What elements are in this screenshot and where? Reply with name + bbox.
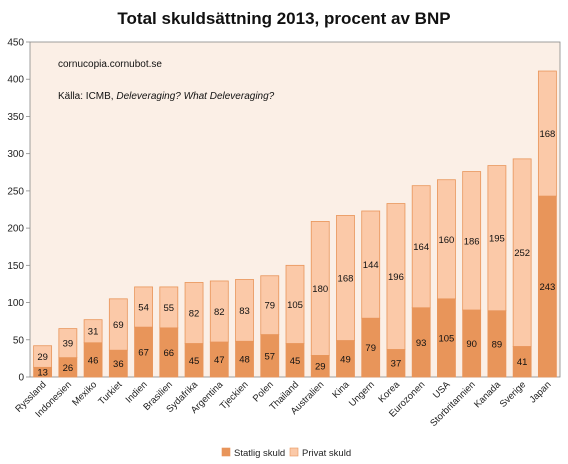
data-label-statlig-skuld: 48 — [239, 355, 250, 366]
x-category-label: Storbritannien — [428, 379, 478, 429]
annotation-source: Källa: ICMB, Deleveraging? What Delevera… — [58, 91, 275, 102]
data-label-statlig-skuld: 66 — [164, 348, 175, 359]
bar-privat-skuld — [209, 280, 229, 343]
data-label-statlig-skuld: 67 — [138, 348, 149, 359]
data-label-privat-skuld: 31 — [88, 327, 99, 338]
bar-privat-skuld — [336, 215, 355, 341]
data-label-privat-skuld: 168 — [338, 273, 354, 284]
data-label-statlig-skuld: 45 — [189, 356, 200, 367]
bars-group: 13 29 26 39 46 31 36 69 67 54 66 55 45 82 47 82 48 83 57 79… — [33, 70, 557, 379]
data-label-privat-skuld: 186 — [464, 236, 480, 247]
legend-label: Statlig skuld — [234, 448, 285, 459]
data-label-privat-skuld: 82 — [189, 308, 200, 319]
y-tick-label: 300 — [7, 149, 24, 160]
data-label-statlig-skuld: 41 — [517, 357, 528, 368]
data-label-privat-skuld: 168 — [539, 129, 555, 140]
data-label-statlig-skuld: 46 — [88, 355, 99, 366]
data-label-privat-skuld: 39 — [63, 339, 74, 350]
data-label-statlig-skuld: 90 — [466, 339, 477, 350]
data-label-privat-skuld: 144 — [363, 260, 379, 271]
x-category-label: Ungern — [347, 379, 377, 409]
data-label-privat-skuld: 82 — [214, 307, 225, 318]
bar-privat-skuld — [361, 210, 381, 319]
data-label-privat-skuld: 164 — [413, 242, 429, 253]
bar-privat-skuld — [108, 298, 128, 351]
y-tick-label: 400 — [7, 75, 24, 86]
x-category-label: Tjeckien — [218, 379, 251, 412]
bar-privat-skuld — [512, 158, 532, 347]
x-category-label: Turkiet — [96, 379, 124, 407]
bar-privat-skuld — [184, 282, 204, 344]
data-label-statlig-skuld: 45 — [290, 356, 301, 367]
y-tick-label: 0 — [18, 373, 24, 384]
data-label-privat-skuld: 196 — [388, 272, 404, 283]
data-label-privat-skuld: 55 — [164, 303, 175, 314]
x-category-label: Sverige — [498, 379, 529, 410]
bar-privat-skuld — [159, 286, 179, 329]
bar-privat-skuld — [33, 345, 53, 368]
data-label-privat-skuld: 160 — [438, 235, 454, 246]
bar-privat-skuld — [58, 328, 78, 359]
y-tick-label: 100 — [7, 298, 24, 309]
data-label-privat-skuld: 69 — [113, 320, 124, 331]
y-tick-label: 200 — [7, 224, 24, 235]
y-tick-label: 250 — [7, 186, 24, 197]
bar-privat-skuld — [487, 165, 507, 312]
bar-privat-skuld — [411, 185, 431, 309]
legend: Statlig skuld Privat skuld — [221, 447, 351, 459]
bar-privat-skuld — [386, 203, 406, 350]
bar-privat-skuld — [537, 70, 557, 197]
bar-privat-skuld — [285, 264, 305, 344]
data-label-statlig-skuld: 243 — [539, 282, 555, 293]
x-category-label: USA — [431, 379, 453, 401]
annotation-source-title: Deleveraging? What Deleveraging? — [116, 91, 274, 102]
data-label-privat-skuld: 83 — [239, 306, 250, 317]
bar-privat-skuld — [310, 221, 330, 356]
legend-swatch — [289, 447, 299, 457]
chart-title: Total skuldsättning 2013, procent av BNP — [117, 9, 450, 28]
data-label-statlig-skuld: 29 — [315, 362, 326, 373]
y-tick-label: 350 — [7, 112, 24, 123]
annotation-source-prefix: Källa: ICMB, — [58, 91, 116, 102]
x-category-label: Mexiko — [70, 379, 99, 408]
bar-privat-skuld — [260, 275, 280, 335]
x-category-label: Japan — [527, 379, 553, 405]
data-label-privat-skuld: 79 — [264, 301, 275, 312]
x-category-label: Kina — [330, 379, 352, 401]
y-axis: 0 50 100 150 200 250 300 350 400 450 — [7, 38, 30, 384]
data-label-statlig-skuld: 26 — [63, 363, 74, 374]
bar-privat-skuld — [235, 279, 254, 342]
data-label-statlig-skuld: 49 — [340, 354, 351, 365]
data-label-statlig-skuld: 79 — [365, 343, 376, 354]
legend-label: Privat skuld — [302, 448, 351, 459]
data-label-privat-skuld: 180 — [312, 284, 328, 295]
data-label-statlig-skuld: 93 — [416, 338, 427, 349]
data-label-privat-skuld: 54 — [138, 303, 149, 314]
bar-privat-skuld — [83, 319, 103, 344]
bar-privat-skuld — [437, 179, 456, 300]
y-tick-label: 450 — [7, 38, 24, 49]
y-tick-label: 150 — [7, 261, 24, 272]
data-label-statlig-skuld: 36 — [113, 359, 124, 370]
annotation-source-site: cornucopia.cornubot.se — [58, 59, 162, 70]
data-label-privat-skuld: 252 — [514, 248, 530, 259]
data-label-statlig-skuld: 13 — [37, 368, 48, 379]
data-label-statlig-skuld: 47 — [214, 355, 225, 366]
data-label-statlig-skuld: 57 — [264, 351, 275, 362]
data-label-statlig-skuld: 37 — [391, 359, 402, 370]
bar-privat-skuld — [134, 286, 153, 328]
data-label-statlig-skuld: 105 — [438, 333, 454, 344]
y-tick-label: 50 — [13, 335, 25, 346]
legend-swatch — [221, 447, 231, 457]
bar-privat-skuld — [462, 171, 482, 311]
data-label-privat-skuld: 29 — [37, 352, 48, 363]
data-label-privat-skuld: 195 — [489, 234, 505, 245]
data-label-privat-skuld: 105 — [287, 300, 303, 311]
data-label-statlig-skuld: 89 — [492, 339, 503, 350]
x-category-label: Kanada — [472, 379, 503, 410]
